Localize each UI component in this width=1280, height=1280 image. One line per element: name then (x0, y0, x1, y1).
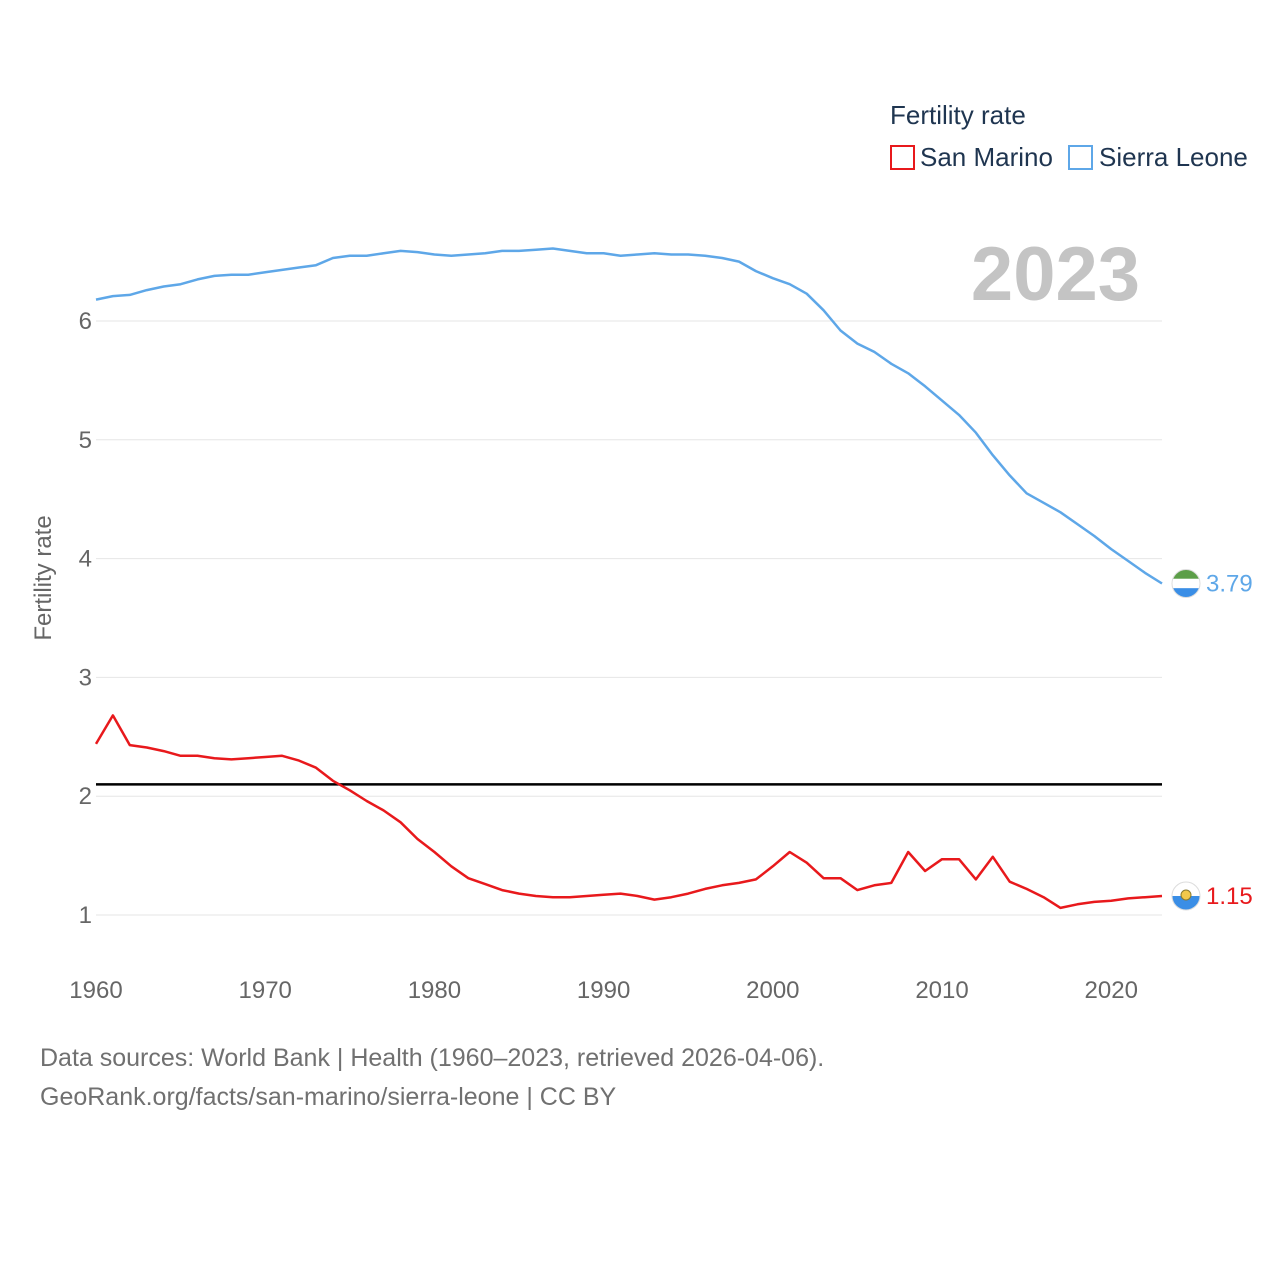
legend-label-sierra-leone: Sierra Leone (1099, 142, 1248, 172)
legend-swatch-san-marino (890, 145, 915, 170)
legend-title: Fertility rate (890, 100, 1026, 130)
y-axis-label: Fertility rate (30, 515, 57, 640)
x-tick-label: 2000 (746, 977, 799, 1004)
x-tick-label: 2010 (915, 977, 968, 1004)
source-text: Data sources: World Bank | Health (1960–… (40, 1044, 825, 1072)
x-tick-label: 1960 (69, 977, 122, 1004)
x-tick-label: 2020 (1085, 977, 1138, 1004)
y-tick-label: 6 (79, 308, 92, 335)
y-tick-label: 5 (79, 427, 92, 454)
x-axis-ticks: 1960 1970 1980 1990 2000 2010 2020 (69, 977, 1138, 1004)
series-line-sierra-leone (95, 247, 1163, 585)
x-tick-label: 1970 (239, 977, 292, 1004)
y-axis-ticks: 1 2 3 4 5 6 (79, 308, 92, 929)
sierra-leone-flag-icon (1171, 569, 1201, 598)
legend-item-san-marino[interactable]: San Marino (890, 142, 1053, 172)
gridlines (96, 320, 1162, 916)
legend-label-san-marino: San Marino (920, 142, 1053, 172)
y-tick-label: 1 (79, 902, 92, 929)
y-tick-label: 4 (79, 546, 92, 573)
legend-item-sierra-leone[interactable]: Sierra Leone (1068, 142, 1248, 172)
year-label: 2023 (971, 232, 1140, 317)
series-line-san-marino (94, 714, 1163, 910)
y-tick-label: 3 (79, 664, 92, 691)
x-tick-label: 1990 (577, 977, 630, 1004)
legend-swatch-sierra-leone (1068, 145, 1093, 170)
san-marino-flag-icon (1171, 881, 1201, 911)
end-label-sierra-leone: 3.79 (1206, 571, 1253, 598)
y-tick-label: 2 (79, 783, 92, 810)
x-tick-label: 1980 (408, 977, 461, 1004)
legend: Fertility rate San Marino Sierra Leone (890, 100, 1248, 172)
end-label-san-marino: 1.15 (1206, 883, 1253, 910)
license-text: GeoRank.org/facts/san-marino/sierra-leon… (40, 1083, 617, 1111)
